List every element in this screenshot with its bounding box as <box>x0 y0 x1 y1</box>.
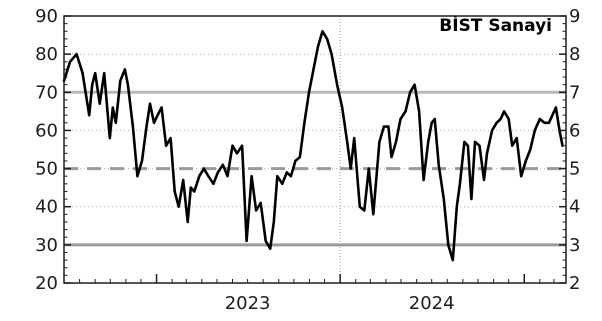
chart-title: BİST Sanayi <box>439 14 552 36</box>
axis-tick-labels: 20 2 30 3 40 4 50 5 60 6 70 7 80 8 90 9 2023 2024 <box>35 6 580 314</box>
y-tick-label-left-60: 60 <box>35 120 58 141</box>
y-tick-label-left-80: 80 <box>35 44 58 65</box>
y-tick-label-right-80: 8 <box>569 44 580 65</box>
y-tick-label-right-70: 7 <box>569 82 580 103</box>
y-tick-label-left-20: 20 <box>35 273 58 294</box>
y-tick-label-left-90: 90 <box>35 6 58 27</box>
y-tick-label-left-30: 30 <box>35 235 58 256</box>
y-tick-label-right-90: 9 <box>569 6 580 27</box>
x-tick-label-2023: 2023 <box>225 293 271 314</box>
y-tick-label-right-40: 4 <box>569 197 580 218</box>
y-tick-label-left-40: 40 <box>35 197 58 218</box>
series-layer <box>62 29 564 262</box>
y-tick-label-left-70: 70 <box>35 82 58 103</box>
y-tick-label-right-60: 6 <box>569 120 580 141</box>
axis-ticks <box>64 15 566 284</box>
y-tick-label-right-30: 3 <box>569 235 580 256</box>
y-tick-label-right-20: 2 <box>569 273 580 294</box>
plot-frame <box>63 15 567 284</box>
series-line-0 <box>62 29 564 262</box>
x-tick-label-2024: 2024 <box>409 293 455 314</box>
y-tick-label-left-50: 50 <box>35 159 58 180</box>
y-tick-label-right-50: 5 <box>569 159 580 180</box>
gridlines <box>64 16 566 283</box>
